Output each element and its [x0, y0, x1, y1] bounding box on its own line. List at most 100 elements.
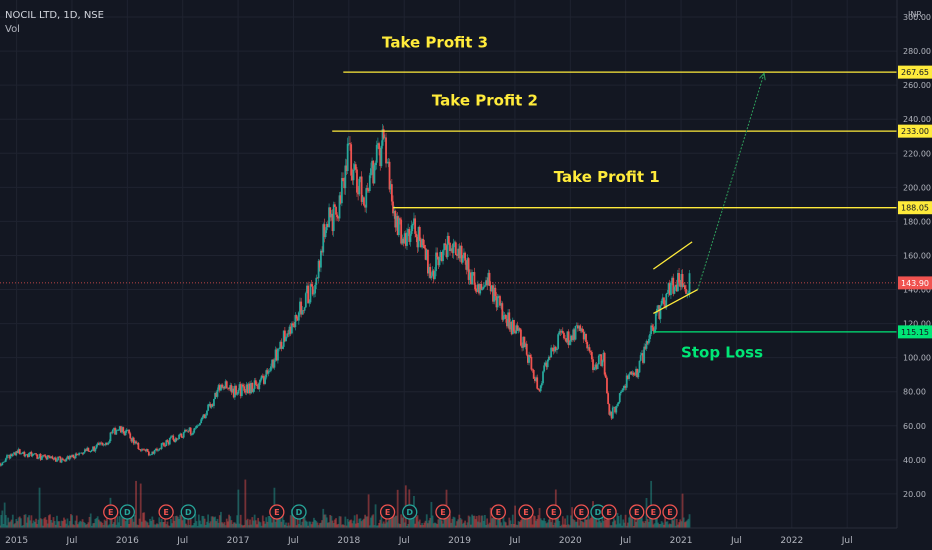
- drawing-overlays[interactable]: Take Profit 3 Take Profit 2 Take Profit 1 S…: [0, 34, 897, 362]
- candle-body: [431, 270, 434, 276]
- channel-upper-line[interactable]: [652, 241, 693, 270]
- candle-body: [190, 434, 193, 436]
- channel-lower-line[interactable]: [653, 288, 698, 314]
- candle-body: [73, 457, 76, 459]
- candle-body: [482, 286, 485, 289]
- volume-bar: [593, 518, 596, 528]
- volume-bar: [643, 523, 646, 528]
- grid: [0, 0, 897, 528]
- dividend-marker[interactable]: [180, 504, 196, 520]
- candle-body: [674, 284, 677, 288]
- candle-body: [67, 456, 70, 460]
- earnings-marker[interactable]: [645, 504, 662, 520]
- candle-body: [125, 429, 128, 432]
- candle-body: [200, 419, 203, 424]
- earnings-marker[interactable]: [662, 504, 678, 520]
- x-tick-label: Jul: [398, 536, 410, 546]
- volume-bar: [632, 525, 635, 528]
- earnings-marker[interactable]: [601, 504, 617, 520]
- candle-body: [424, 248, 427, 260]
- volume-bar: [407, 523, 410, 528]
- volume-bar: [436, 524, 439, 528]
- candle-body: [364, 205, 367, 208]
- candle-body: [239, 384, 242, 397]
- earnings-marker[interactable]: [269, 504, 285, 520]
- candle-body: [288, 326, 291, 335]
- candle-body: [11, 453, 14, 457]
- volume-bar: [410, 517, 413, 528]
- candle-body: [264, 377, 267, 384]
- volume-bar: [100, 521, 103, 528]
- candle-body: [411, 223, 414, 226]
- volume-bar: [682, 517, 685, 528]
- projection-arrow[interactable]: [697, 73, 765, 290]
- volume-bar: [638, 515, 641, 528]
- earnings-marker[interactable]: [379, 504, 396, 520]
- candle-body: [136, 443, 139, 444]
- candle-body: [604, 374, 607, 378]
- candle-body: [86, 447, 89, 451]
- candle-body: [399, 218, 401, 220]
- time-axis[interactable]: 2015 Jul 2016 Jul 2017 Jul 2018 Jul 2019 Jul 2020 J…: [5, 536, 852, 546]
- earnings-marker[interactable]: [490, 504, 506, 520]
- volume-bar: [370, 517, 372, 528]
- earnings-marker[interactable]: [103, 504, 119, 520]
- dividend-marker[interactable]: [402, 504, 418, 520]
- candle-body: [124, 431, 127, 436]
- candle-body: [356, 169, 358, 193]
- y-tick-label: 260.00: [903, 81, 931, 90]
- volume-bar: [427, 523, 429, 528]
- candle-body: [81, 452, 84, 454]
- candle-body: [40, 456, 43, 460]
- volume-bar: [590, 515, 593, 528]
- earnings-marker[interactable]: [546, 504, 562, 520]
- candle-body: [621, 390, 623, 392]
- candle-body: [9, 454, 12, 459]
- volume-bar: [532, 515, 535, 528]
- earnings-marker[interactable]: [435, 504, 451, 520]
- candle-body: [368, 175, 371, 192]
- candle-body: [683, 285, 686, 290]
- candle-body: [68, 455, 71, 460]
- earnings-marker[interactable]: [573, 504, 590, 520]
- candle-body: [115, 430, 118, 435]
- dividend-marker[interactable]: [119, 504, 136, 520]
- volume-bar: [495, 525, 498, 528]
- candle-body: [449, 242, 451, 251]
- earnings-marker[interactable]: [629, 504, 645, 520]
- candle-body: [513, 319, 515, 332]
- candle-body: [681, 274, 684, 287]
- candle-body: [466, 258, 469, 270]
- y-tick-label: 280.00: [903, 47, 931, 56]
- candle-body: [638, 360, 641, 373]
- volume-bar: [397, 523, 400, 528]
- candle-body: [267, 371, 270, 374]
- time-axis-panel[interactable]: [0, 528, 932, 550]
- candle-body: [537, 388, 540, 390]
- volume-bar: [339, 516, 342, 528]
- volume-bar: [250, 524, 253, 528]
- volume-bar: [518, 521, 521, 528]
- volume-bar: [644, 521, 647, 528]
- volume-bar: [74, 520, 77, 528]
- volume-bar: [36, 524, 39, 528]
- earnings-marker[interactable]: [158, 504, 174, 520]
- volume-bar: [228, 514, 230, 528]
- candle-body: [666, 293, 669, 294]
- candle-body: [377, 143, 379, 145]
- event-marker-letter: D: [296, 508, 303, 517]
- volume-bar: [618, 523, 621, 528]
- price-axis[interactable]: 20.00 40.00 60.00 80.00 100.00 120.00 140.00 16…: [903, 13, 931, 499]
- earnings-marker[interactable]: [518, 504, 534, 520]
- candle-body: [32, 454, 35, 455]
- volume-bar: [466, 522, 469, 528]
- candle-body: [292, 323, 294, 326]
- volume-bar: [493, 514, 496, 528]
- event-marker-letter: E: [108, 508, 113, 517]
- dividend-marker[interactable]: [291, 504, 307, 520]
- volume-bar: [92, 523, 94, 528]
- candle-body: [120, 426, 122, 433]
- price-axis-panel[interactable]: [897, 0, 932, 528]
